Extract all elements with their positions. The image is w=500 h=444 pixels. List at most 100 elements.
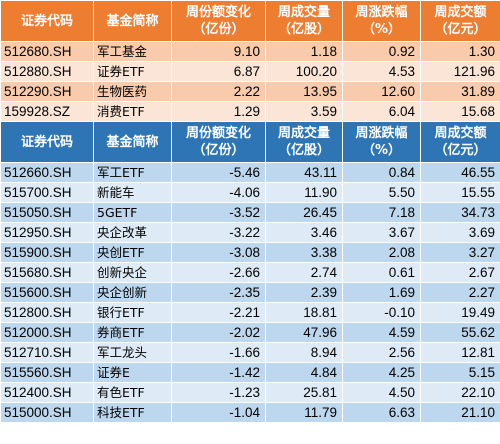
cell-fund-name: 证券ETF [93, 61, 172, 82]
cell-turnover: 121.96 [420, 61, 500, 82]
cell-turnover: 15.55 [420, 182, 500, 203]
cell-security-code: 512800.SH [0, 302, 94, 323]
cell-fund-name: 银行ETF [93, 302, 172, 323]
cell-fund-name: 央企创新 [93, 282, 172, 303]
header-change-pct: 周涨跌幅（%） [342, 121, 421, 163]
cell-fund-name: 央创ETF [93, 242, 172, 263]
cell-change-pct: 4.59 [342, 322, 421, 343]
cell-turnover: 2.67 [420, 262, 500, 283]
cell-security-code: 512950.SH [0, 222, 94, 243]
cell-fund-name: 新能车 [93, 182, 172, 203]
cell-change-pct: 0.84 [342, 162, 421, 183]
cell-security-code: 159928.SZ [0, 101, 94, 122]
cell-share-change: 9.10 [171, 41, 266, 62]
cell-turnover: 3.69 [420, 222, 500, 243]
cell-change-pct: 2.56 [342, 342, 421, 363]
header-volume: 周成交量（亿股） [265, 0, 343, 42]
table-row: 515700.SH 新能车 -4.06 11.90 5.50 15.55 [0, 182, 500, 203]
cell-turnover: 12.81 [420, 342, 500, 363]
cell-security-code: 515050.SH [0, 202, 94, 223]
cell-change-pct: 7.18 [342, 202, 421, 223]
cell-change-pct: 5.50 [342, 182, 421, 203]
cell-change-pct: 6.04 [342, 101, 421, 122]
cell-volume: 47.96 [265, 322, 343, 343]
etf-flow-table: 证券代码 基金简称 周份额变化（亿份） 周成交量（亿股） 周涨跌幅（%） 周成交… [0, 0, 500, 423]
cell-share-change: -2.21 [171, 302, 266, 323]
cell-turnover: 3.27 [420, 242, 500, 263]
cell-volume: 2.39 [265, 282, 343, 303]
cell-volume: 3.59 [265, 101, 343, 122]
header-fund-name: 基金简称 [93, 0, 172, 42]
cell-turnover: 5.15 [420, 362, 500, 383]
table-row: 512800.SH 银行ETF -2.21 18.81 -0.10 19.49 [0, 302, 500, 323]
header-share-change: 周份额变化（亿份） [171, 0, 266, 42]
cell-volume: 18.81 [265, 302, 343, 323]
table-row: 512950.SH 央企改革 -3.22 3.46 3.67 3.69 [0, 222, 500, 243]
cell-change-pct: 4.25 [342, 362, 421, 383]
cell-change-pct: -0.10 [342, 302, 421, 323]
header-turnover: 周成交额（亿元） [420, 121, 500, 163]
cell-security-code: 512290.SH [0, 81, 94, 102]
table-row: 512290.SH 生物医药 2.22 13.95 12.60 31.89 [0, 81, 500, 102]
table-row: 515680.SH 创新央企 -2.66 2.74 0.61 2.67 [0, 262, 500, 283]
cell-volume: 2.74 [265, 262, 343, 283]
header-row-outflow: 证券代码 基金简称 周份额变化（亿份） 周成交量（亿股） 周涨跌幅（%） 周成交额（亿元） [0, 121, 500, 163]
cell-fund-name: 生物医药 [93, 81, 172, 102]
cell-volume: 25.81 [265, 382, 343, 403]
cell-turnover: 55.62 [420, 322, 500, 343]
cell-share-change: -3.22 [171, 222, 266, 243]
header-row-inflow: 证券代码 基金简称 周份额变化（亿份） 周成交量（亿股） 周涨跌幅（%） 周成交… [0, 0, 500, 42]
cell-volume: 11.90 [265, 182, 343, 203]
cell-change-pct: 2.08 [342, 242, 421, 263]
cell-share-change: -2.35 [171, 282, 266, 303]
cell-turnover: 21.10 [420, 402, 500, 423]
cell-fund-name: 军工ETF [93, 162, 172, 183]
cell-volume: 11.79 [265, 402, 343, 423]
cell-volume: 8.94 [265, 342, 343, 363]
cell-fund-name: 证券E [93, 362, 172, 383]
cell-share-change: -1.66 [171, 342, 266, 363]
cell-share-change: 2.22 [171, 81, 266, 102]
cell-security-code: 512710.SH [0, 342, 94, 363]
cell-change-pct: 0.92 [342, 41, 421, 62]
header-security-code: 证券代码 [0, 121, 94, 163]
cell-volume: 43.11 [265, 162, 343, 183]
cell-turnover: 31.89 [420, 81, 500, 102]
cell-volume: 100.20 [265, 61, 343, 82]
cell-change-pct: 0.61 [342, 262, 421, 283]
cell-change-pct: 4.50 [342, 382, 421, 403]
cell-security-code: 515700.SH [0, 182, 94, 203]
cell-security-code: 515560.SH [0, 362, 94, 383]
cell-share-change: -2.02 [171, 322, 266, 343]
cell-volume: 4.84 [265, 362, 343, 383]
table-row: 512680.SH 军工基金 9.10 1.18 0.92 1.30 [0, 41, 500, 62]
cell-turnover: 22.10 [420, 382, 500, 403]
cell-security-code: 512680.SH [0, 41, 94, 62]
table-row: 515900.SH 央创ETF -3.08 3.38 2.08 3.27 [0, 242, 500, 263]
table-row: 159928.SZ 消费ETF 1.29 3.59 6.04 15.68 [0, 101, 500, 122]
cell-share-change: -3.52 [171, 202, 266, 223]
cell-share-change: -2.66 [171, 262, 266, 283]
cell-change-pct: 3.67 [342, 222, 421, 243]
cell-volume: 13.95 [265, 81, 343, 102]
cell-fund-name: 央企改革 [93, 222, 172, 243]
cell-volume: 1.18 [265, 41, 343, 62]
table-row: 512710.SH 军工龙头 -1.66 8.94 2.56 12.81 [0, 342, 500, 363]
cell-turnover: 15.68 [420, 101, 500, 122]
cell-change-pct: 6.63 [342, 402, 421, 423]
cell-security-code: 512000.SH [0, 322, 94, 343]
cell-turnover: 1.30 [420, 41, 500, 62]
cell-volume: 3.46 [265, 222, 343, 243]
table-row: 515600.SH 央企创新 -2.35 2.39 1.69 2.27 [0, 282, 500, 303]
table-row: 512660.SH 军工ETF -5.46 43.11 0.84 46.55 [0, 162, 500, 183]
cell-fund-name: 券商ETF [93, 322, 172, 343]
table-row: 515000.SH 科技ETF -1.04 11.79 6.63 21.10 [0, 402, 500, 423]
cell-fund-name: 科技ETF [93, 402, 172, 423]
cell-security-code: 515000.SH [0, 402, 94, 423]
header-fund-name: 基金简称 [93, 121, 172, 163]
header-turnover: 周成交额（亿元） [420, 0, 500, 42]
header-share-change: 周份额变化（亿份） [171, 121, 266, 163]
cell-security-code: 515900.SH [0, 242, 94, 263]
cell-share-change: -1.23 [171, 382, 266, 403]
cell-share-change: -1.04 [171, 402, 266, 423]
